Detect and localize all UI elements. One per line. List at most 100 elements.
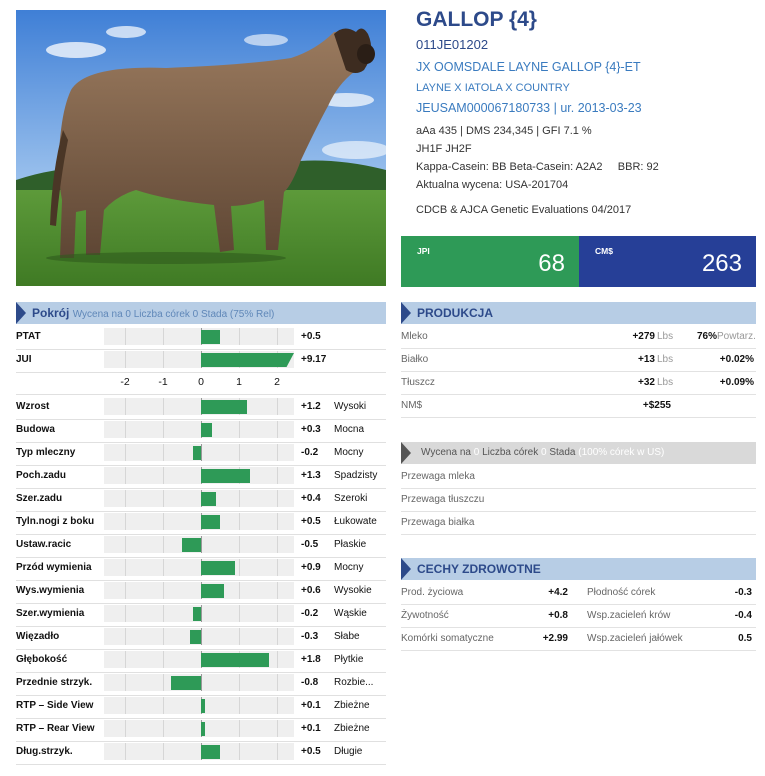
health-value: +2.99 — [542, 633, 568, 644]
trait-bar — [201, 653, 270, 667]
trait-value: +0.1 — [301, 700, 321, 711]
trait-bar — [201, 515, 220, 529]
conformation-subtitle: Wycena na 0 Liczba córek 0 Stada (75% Re… — [72, 309, 275, 320]
axis-tick-label: 1 — [236, 376, 242, 388]
weights-name: Przewaga tłuszczu — [401, 494, 485, 505]
trait-value: +1.2 — [301, 401, 321, 412]
trait-bar-track — [104, 351, 294, 368]
trait-bar-track — [104, 720, 294, 737]
health-row: Prod. życiowa +4.2 Płodność córek -0.3 — [401, 582, 756, 605]
health-name: Komórki somatyczne — [401, 633, 494, 644]
trait-name: Szer.zadu — [16, 493, 63, 504]
conformation-header: Pokrój Wycena na 0 Liczba córek 0 Stada … — [16, 302, 386, 324]
trait-bar-track — [104, 628, 294, 645]
trait-bar-track — [104, 582, 294, 599]
bull-photo — [16, 10, 386, 286]
trait-bar — [201, 330, 220, 344]
trait-name: RTP – Side View — [16, 700, 94, 711]
trait-bar-track — [104, 743, 294, 760]
info-line: JH1F JH2F — [416, 143, 472, 155]
production-unit: Lbs — [657, 331, 674, 342]
bull-registration: JEUSAM000067180733 | ur. 2013-03-23 — [416, 101, 642, 115]
weights-row: Przewaga tłuszczu — [401, 489, 756, 512]
trait-bar — [201, 561, 236, 575]
trait-row: Więzadło -0.3 Słabe — [16, 626, 386, 650]
trait-row: PTAT +0.5 — [16, 326, 386, 350]
jpi-label: JPI — [417, 246, 430, 256]
health-value: -0.3 — [734, 587, 752, 598]
production-unit: Lbs — [657, 377, 674, 388]
trait-row: Przednie strzyk. -0.8 Rozbie... — [16, 672, 386, 696]
trait-bar-track — [104, 328, 294, 345]
trait-bar — [201, 699, 205, 713]
cm-box: CM$ 263 — [579, 236, 756, 287]
health-name: Płodność córek — [587, 587, 656, 598]
health-row: Żywotność +0.8 Wsp.zacieleń krów -0.4 — [401, 605, 756, 628]
weights-header-part: Stada — [549, 447, 576, 458]
trait-description: Długie — [334, 746, 363, 757]
trait-row: Ustaw.racic -0.5 Płaskie — [16, 534, 386, 558]
trait-name: Wzrost — [16, 401, 50, 412]
trait-name: Głębokość — [16, 654, 68, 665]
trait-bar — [201, 423, 213, 437]
trait-description: Wysoki — [334, 401, 367, 412]
trait-bar-track — [104, 513, 294, 530]
trait-description: Szeroki — [334, 493, 368, 504]
health-name: Prod. życiowa — [401, 587, 464, 598]
trait-row: Dług.strzyk. +0.5 Długie — [16, 741, 386, 765]
bull-header: GALLOP {4} 011JE01202 JX OOMSDALE LAYNE … — [416, 8, 756, 216]
trait-row: Głębokość +1.8 Płytkie — [16, 649, 386, 673]
production-extra: 76% — [697, 331, 718, 342]
trait-bar — [201, 469, 251, 483]
trait-bar — [182, 538, 201, 552]
trait-value: +0.4 — [301, 493, 321, 504]
trait-value: +1.8 — [301, 654, 321, 665]
trait-row: RTP – Rear View +0.1 Zbieżne — [16, 718, 386, 742]
production-name: Białko — [401, 354, 429, 365]
trait-description: Zbieżne — [334, 723, 370, 734]
trait-bar — [201, 492, 217, 506]
section-arrow-icon — [401, 302, 411, 324]
health-row: Komórki somatyczne +2.99 Wsp.zacieleń ja… — [401, 628, 756, 651]
trait-value: -0.8 — [301, 677, 319, 688]
weights-header-part: 0 — [473, 447, 480, 458]
trait-bar-track — [104, 490, 294, 507]
trait-bar-track — [104, 559, 294, 576]
trait-description: Mocny — [334, 562, 364, 573]
trait-name: RTP – Rear View — [16, 723, 95, 734]
trait-row: Poch.zadu +1.3 Spadzisty — [16, 465, 386, 489]
production-name: NM$ — [401, 400, 423, 411]
trait-name: Budowa — [16, 424, 55, 435]
production-extra-label: Powtarz. — [717, 331, 756, 342]
weights-row: Przewaga mleka — [401, 466, 756, 489]
health-value: 0.5 — [738, 633, 752, 644]
trait-description: Wąskie — [334, 608, 367, 619]
trait-name: Ustaw.racic — [16, 539, 72, 550]
trait-bar-track — [104, 398, 294, 415]
trait-row: JUI +9.17 — [16, 349, 386, 373]
bull-code: 011JE01202 — [416, 37, 489, 52]
trait-bar — [201, 584, 224, 598]
production-row: Tłuszcz +32 Lbs +0.09% — [401, 372, 756, 395]
bull-full-name: JX OOMSDALE LAYNE GALLOP {4}-ET — [416, 60, 641, 74]
trait-value: +0.5 — [301, 516, 321, 527]
trait-name: Przednie strzyk. — [16, 677, 93, 688]
weights-header-part: 0 — [540, 447, 547, 458]
trait-name: Poch.zadu — [16, 470, 67, 481]
jpi-box: JPI 68 — [401, 236, 579, 287]
trait-row: Budowa +0.3 Mocna — [16, 419, 386, 443]
trait-row: Tyln.nogi z boku +0.5 Łukowate — [16, 511, 386, 535]
production-title: PRODUKCJA — [417, 306, 494, 320]
trait-bar-track — [104, 697, 294, 714]
trait-name: PTAT — [16, 331, 41, 342]
section-arrow-icon — [401, 442, 411, 464]
trait-description: Zbieżne — [334, 700, 370, 711]
trait-bar-track — [104, 674, 294, 691]
trait-row: Wys.wymienia +0.6 Wysokie — [16, 580, 386, 604]
trait-value: +0.6 — [301, 585, 321, 596]
cm-value: 263 — [701, 250, 742, 277]
production-value: +32 — [638, 377, 655, 388]
weights-header-part: Wycena na — [421, 447, 471, 458]
info-line: Kappa-Casein: BB Beta-Casein: A2A2 BBR: … — [416, 161, 659, 173]
trait-description: Rozbie... — [334, 677, 374, 688]
